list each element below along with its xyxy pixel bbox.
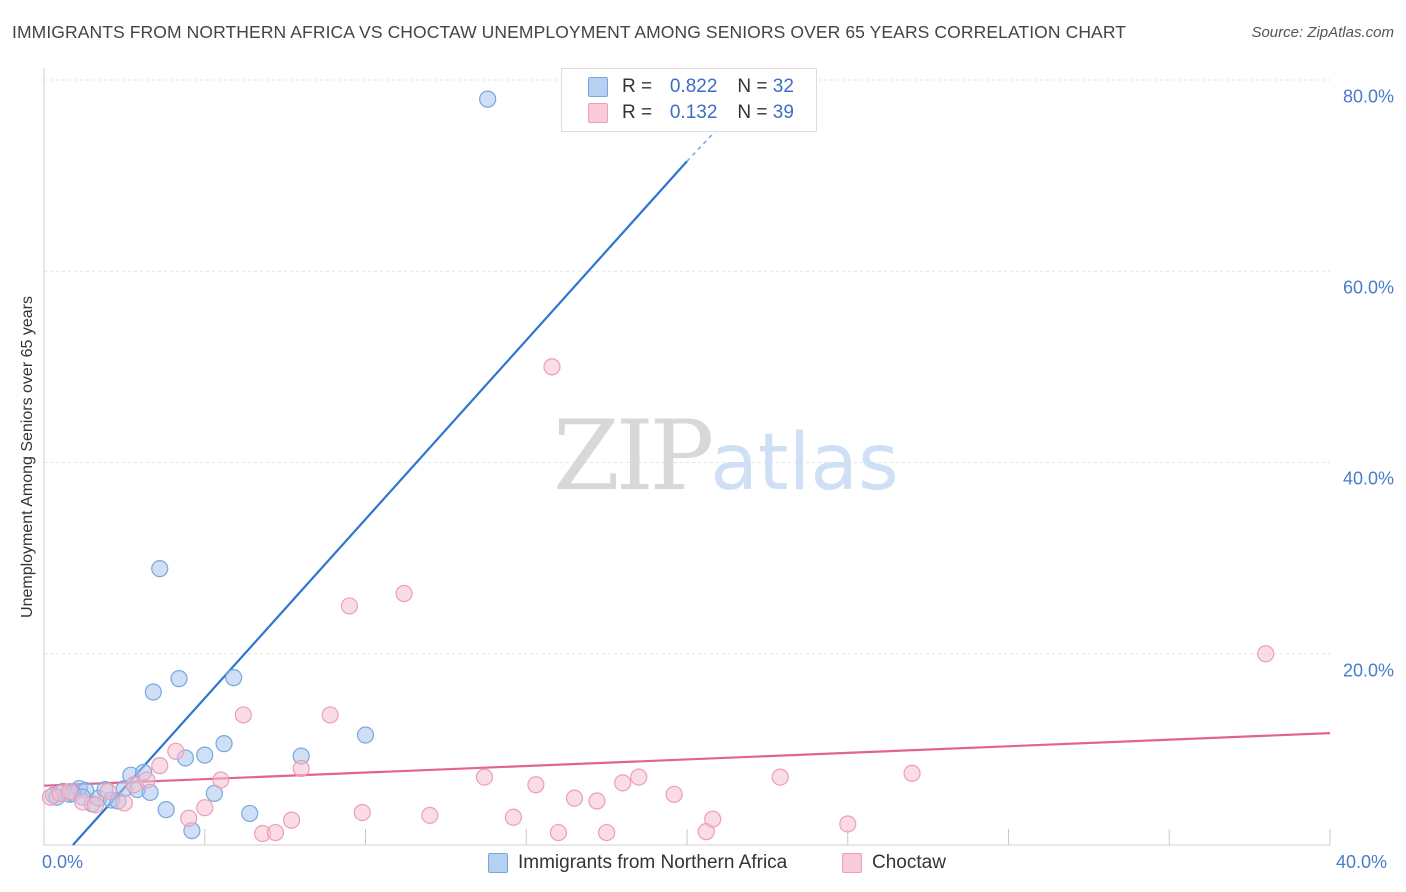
chart-title: IMMIGRANTS FROM NORTHERN AFRICA VS CHOCT… <box>12 22 1127 42</box>
data-point-series-1 <box>588 792 606 810</box>
data-point-series-1 <box>115 794 133 812</box>
data-point-series-0 <box>170 670 188 688</box>
series-swatch-blue <box>488 853 508 873</box>
series-legend-choctaw: Choctaw <box>842 852 946 874</box>
data-point-series-1 <box>598 823 616 842</box>
data-point-series-0 <box>356 726 375 744</box>
y-axis-label: Unemployment Among Seniors over 65 years <box>19 296 36 618</box>
data-point-series-1 <box>475 768 494 786</box>
data-point-series-0 <box>196 746 214 764</box>
legend-swatch-pink <box>588 103 608 123</box>
data-point-series-1 <box>421 806 439 824</box>
legend-n-label: N = <box>737 102 768 123</box>
series-legend-northern-africa: Immigrants from Northern Africa <box>488 852 787 874</box>
legend-n-value: 32 <box>772 76 794 97</box>
data-point-series-0 <box>215 735 233 753</box>
correlation-legend: R = 0.822 N = 32 R = 0.132 N = 39 <box>561 68 817 132</box>
data-point-series-1 <box>903 764 921 782</box>
data-point-series-1 <box>266 823 285 842</box>
legend-r-value: 0.822 <box>669 76 718 97</box>
data-point-series-1 <box>99 782 117 801</box>
data-point-series-1 <box>630 768 648 786</box>
y-tick-label: 20.0% <box>1342 660 1394 681</box>
legend-n-label: N = <box>737 76 768 97</box>
data-point-series-1 <box>321 706 339 724</box>
source-label: Source: ZipAtlas.com <box>1251 24 1394 41</box>
legend-swatch-blue <box>588 77 608 97</box>
y-tick-label: 60.0% <box>1342 277 1394 298</box>
series-name: Choctaw <box>872 852 946 873</box>
watermark-zip: ZIP <box>553 400 714 512</box>
data-point-series-1 <box>167 742 185 760</box>
data-point-series-1 <box>138 771 156 789</box>
data-point-series-1 <box>614 774 632 792</box>
data-point-series-0 <box>157 801 175 819</box>
data-point-series-1 <box>234 706 252 724</box>
data-point-series-1 <box>527 776 545 794</box>
legend-row-northern-africa: R = 0.822 N = 32 <box>588 75 794 99</box>
data-point-series-1 <box>665 785 683 803</box>
data-point-series-1 <box>839 815 857 833</box>
data-point-series-0 <box>479 90 497 108</box>
data-point-series-1 <box>86 796 105 814</box>
data-point-series-1 <box>395 584 413 603</box>
watermark-atlas: atlas <box>710 418 899 508</box>
series-name: Immigrants from Northern Africa <box>518 852 788 873</box>
data-point-series-1 <box>61 782 79 801</box>
data-point-series-1 <box>543 358 561 376</box>
data-point-series-1 <box>196 799 214 817</box>
x-tick-label: 0.0% <box>42 852 84 872</box>
data-point-series-1 <box>340 597 359 615</box>
data-point-series-1 <box>180 809 198 827</box>
series-swatch-pink <box>842 853 862 873</box>
data-point-series-1 <box>151 757 169 775</box>
y-tick-label: 80.0% <box>1342 86 1394 107</box>
data-point-series-1 <box>1257 645 1275 663</box>
y-tick-label: 40.0% <box>1342 468 1394 489</box>
watermark: ZIPatlas <box>553 400 899 512</box>
data-point-series-0 <box>151 560 169 578</box>
trend-line-0 <box>72 160 688 846</box>
legend-r-label: R = <box>622 76 653 97</box>
data-point-series-1 <box>704 810 722 828</box>
legend-row-choctaw: R = 0.132 N = 39 <box>588 101 794 125</box>
legend-r-value: 0.132 <box>669 102 718 123</box>
legend-r-label: R = <box>622 102 653 123</box>
data-point-series-1 <box>504 808 522 826</box>
data-point-series-1 <box>549 823 568 842</box>
data-point-series-1 <box>292 759 310 778</box>
legend-n-value: 39 <box>772 102 794 123</box>
data-point-series-0 <box>241 804 259 823</box>
trend-line-1 <box>43 732 1331 787</box>
data-point-series-1 <box>565 789 584 807</box>
data-point-series-1 <box>353 803 371 822</box>
x-tick-label: 40.0% <box>1336 852 1388 872</box>
data-point-series-0 <box>225 669 243 687</box>
data-point-series-1 <box>212 771 230 789</box>
data-point-series-0 <box>144 683 162 701</box>
data-point-series-1 <box>771 768 789 786</box>
trend-line-extension-0 <box>686 112 733 162</box>
data-point-series-1 <box>282 811 301 829</box>
